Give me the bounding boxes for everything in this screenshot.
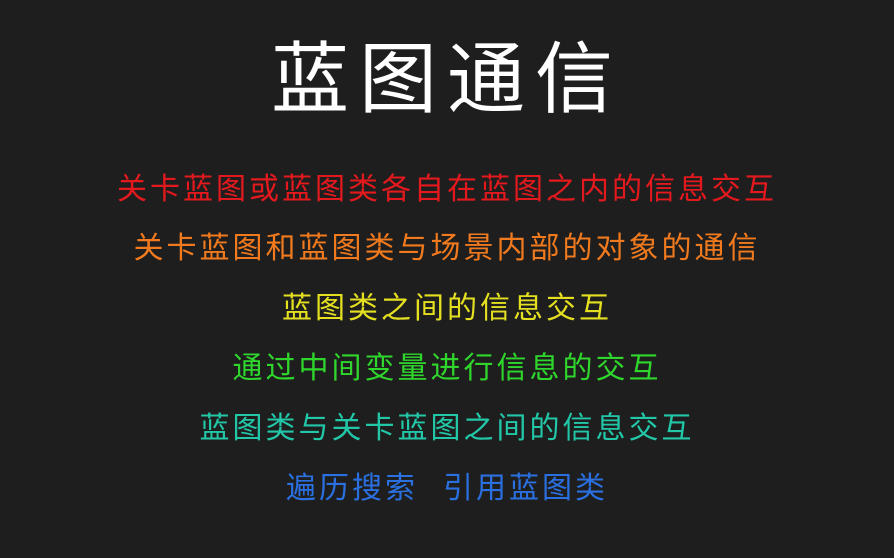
slide-title: 蓝图通信 (270, 35, 623, 125)
topic-line-5: 蓝图类与关卡蓝图之间的信息交互 (199, 411, 695, 446)
topic-line-2: 关卡蓝图和蓝图类与场景内部的对象的通信 (133, 231, 761, 266)
topic-line-6: 遍历搜索 引用蓝图类 (285, 471, 609, 506)
topic-line-3: 蓝图类之间的信息交互 (282, 291, 612, 326)
topic-line-4: 通过中间变量进行信息的交互 (232, 351, 662, 386)
topic-line-1: 关卡蓝图或蓝图类各自在蓝图之内的信息交互 (117, 172, 777, 207)
